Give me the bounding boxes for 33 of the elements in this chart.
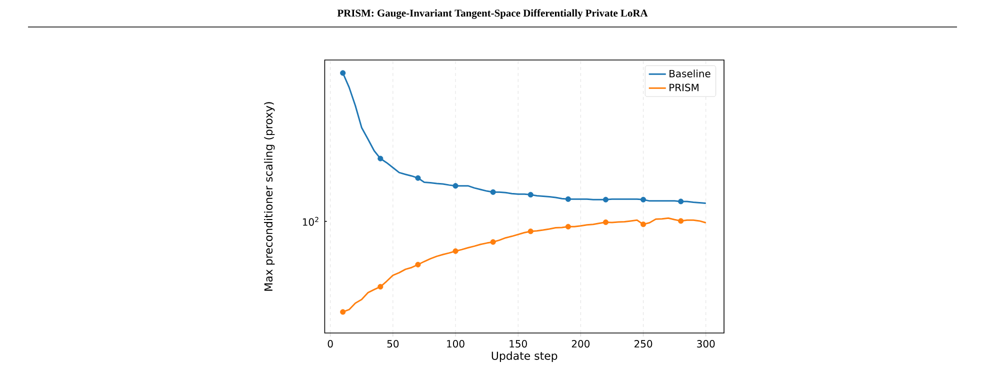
point [378,284,384,290]
y-axis-title: Max preconditioner scaling (proxy) [264,102,275,291]
point [452,183,458,189]
x-tick-label: 250 [634,340,652,348]
point [528,228,534,234]
point [340,309,346,315]
text: 10$^{2}$ [302,216,318,226]
point [678,198,684,204]
point [602,219,609,226]
point [340,70,346,76]
point [490,239,496,245]
point [415,175,421,181]
x-tick-label: 50 [387,340,399,348]
point [490,189,496,195]
x-tick-label: 0 [328,340,333,348]
legend-label: Baseline [670,70,710,78]
x-tick-label: 200 [572,340,590,348]
point [602,196,609,202]
legend-label: PRISM [670,84,698,92]
point [565,224,571,230]
chart-title: PRISM: Gauge-Invariant Tangent-Space Differentially Private LoRA [337,9,648,19]
point [528,192,534,198]
x-tick-label: 150 [510,340,527,348]
point [640,222,646,228]
x-tick-label: 300 [697,340,715,348]
point [640,196,646,202]
x-axis-title: Update step [492,351,558,362]
point [378,156,384,162]
point [452,248,458,254]
point [565,196,571,202]
point [415,262,421,268]
point [678,218,684,224]
x-tick-label: 100 [447,340,464,348]
